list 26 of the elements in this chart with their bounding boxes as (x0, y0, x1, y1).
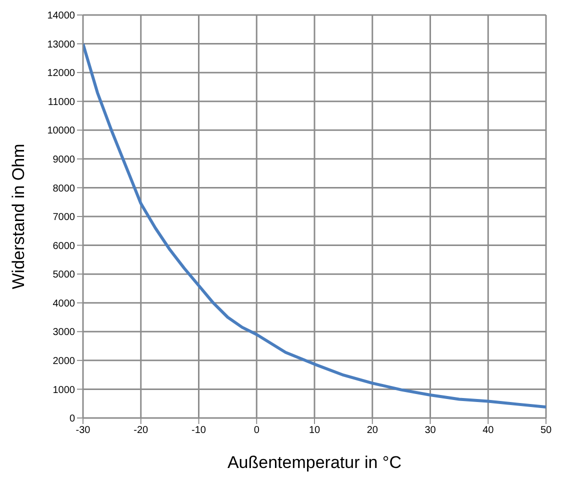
y-tick-label: 8000 (52, 183, 76, 194)
x-tick-label: -10 (192, 425, 206, 436)
x-axis-title: Außentemperatur in °C (227, 453, 402, 472)
y-tick-label: 7000 (52, 212, 76, 224)
y-axis-title: Widerstand in Ohm (9, 144, 28, 290)
y-tick-label: 6000 (52, 240, 76, 252)
y-tick-label: 2000 (52, 356, 76, 367)
y-tick-label: 3000 (52, 327, 76, 338)
y-tick-label: 13000 (47, 39, 76, 50)
y-tick-label: 4000 (52, 298, 76, 310)
x-tick-label: 40 (482, 425, 494, 436)
y-tick-label: 12000 (47, 68, 76, 80)
y-tick-label: 14000 (47, 10, 76, 22)
y-tick-label: 5000 (52, 270, 76, 281)
y-tick-label: 1000 (52, 384, 76, 396)
y-tick-label: 11000 (48, 96, 76, 108)
x-tick-label: -30 (76, 425, 91, 436)
y-tick-label: 9000 (52, 154, 76, 166)
y-tick-label: 0 (69, 414, 76, 425)
x-tick-label: 0 (254, 425, 260, 436)
y-tick-label: 10000 (47, 126, 76, 137)
x-tick-label: 20 (366, 425, 378, 436)
x-tick-label: 10 (308, 425, 320, 436)
x-tick-label: 50 (540, 425, 552, 436)
x-tick-label: 30 (424, 425, 436, 436)
x-tick-label: -20 (134, 425, 149, 436)
